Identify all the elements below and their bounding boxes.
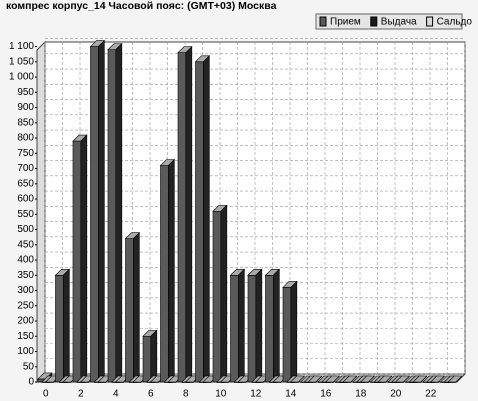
bar-side xyxy=(115,42,123,383)
bar-front xyxy=(107,49,117,383)
y-tick-label: 1 050 xyxy=(9,56,34,67)
bar-side xyxy=(273,268,280,383)
bar-side xyxy=(403,375,410,383)
bar-front xyxy=(247,274,257,383)
bar-side xyxy=(133,231,140,383)
bar-front xyxy=(142,335,152,383)
y-tick-label: 50 xyxy=(23,361,35,372)
bar-front xyxy=(265,274,274,383)
x-tick-label: 6 xyxy=(148,389,154,400)
x-tick-label: 12 xyxy=(250,389,262,400)
legend-swatch xyxy=(370,16,378,27)
y-tick-label: 150 xyxy=(17,331,34,342)
x-tick-label: 2 xyxy=(78,389,84,400)
legend-label: Сальдо xyxy=(437,17,473,28)
x-tick-label: 0 xyxy=(43,389,49,400)
bar-front xyxy=(212,210,222,383)
y-tick-label: 450 xyxy=(17,239,34,250)
bar-side xyxy=(150,329,158,383)
y-tick-label: 650 xyxy=(17,178,34,189)
bar-front xyxy=(90,46,99,383)
bar-front xyxy=(282,287,292,383)
x-tick-label: 18 xyxy=(355,389,367,400)
side-wall xyxy=(36,40,46,384)
bar-side xyxy=(98,39,105,383)
bar-side xyxy=(255,268,263,383)
bar-front xyxy=(177,52,187,383)
x-tick-label: 20 xyxy=(390,389,402,400)
y-tick-label: 1 100 xyxy=(9,41,34,52)
y-tick-label: 200 xyxy=(17,316,34,327)
bar-side xyxy=(438,375,445,383)
bar-side xyxy=(80,134,88,383)
chart-title: компрес корпус_14 Часовой пояс: (GMT+03)… xyxy=(6,0,277,12)
y-tick-label: 850 xyxy=(17,117,34,128)
x-tick-label: 10 xyxy=(215,389,227,400)
x-tick-label: 4 xyxy=(113,389,119,400)
bar-side xyxy=(290,280,298,383)
bar-side xyxy=(368,375,375,383)
legend-box xyxy=(315,13,463,30)
x-tick-label: 8 xyxy=(183,389,189,400)
bar-side xyxy=(185,45,193,383)
bar-side xyxy=(220,204,228,383)
x-tick-label: 14 xyxy=(285,389,297,400)
y-tick-label: 550 xyxy=(17,209,34,220)
y-tick-label: 300 xyxy=(17,285,34,296)
y-tick-label: 400 xyxy=(17,255,34,266)
y-tick-label: 100 xyxy=(17,346,34,357)
bar-front xyxy=(125,238,134,383)
y-tick-label: 950 xyxy=(17,87,34,98)
bar-front xyxy=(72,140,82,383)
legend-swatch xyxy=(319,16,327,27)
bar-side xyxy=(63,268,70,383)
bar-front xyxy=(55,274,64,383)
legend-label: Прием xyxy=(330,17,361,28)
legend-label: Выдача xyxy=(381,17,417,28)
x-tick-label: 16 xyxy=(320,389,332,400)
y-tick-label: 600 xyxy=(17,194,34,205)
y-tick-label: 800 xyxy=(17,133,34,144)
bar-side xyxy=(203,55,210,383)
bar-front xyxy=(230,274,239,383)
bar-side xyxy=(455,375,463,383)
y-tick-label: 0 xyxy=(28,377,34,388)
bar-side xyxy=(168,158,175,383)
y-tick-label: 900 xyxy=(17,102,34,113)
y-tick-label: 1 000 xyxy=(9,72,34,83)
y-tick-label: 350 xyxy=(17,270,34,281)
bar-side xyxy=(420,375,428,383)
bar-side xyxy=(238,268,245,383)
bar-front xyxy=(195,61,204,383)
legend-swatch xyxy=(426,16,434,27)
bar-side xyxy=(298,375,305,383)
bar-side xyxy=(315,375,323,383)
bar-side xyxy=(350,375,358,383)
y-tick-label: 500 xyxy=(17,224,34,235)
bar-side xyxy=(385,375,393,383)
y-tick-label: 750 xyxy=(17,148,34,159)
bar-side xyxy=(333,375,340,383)
x-tick-label: 22 xyxy=(425,389,437,400)
bar-front xyxy=(160,165,169,383)
y-tick-label: 700 xyxy=(17,163,34,174)
y-tick-label: 250 xyxy=(17,300,34,311)
